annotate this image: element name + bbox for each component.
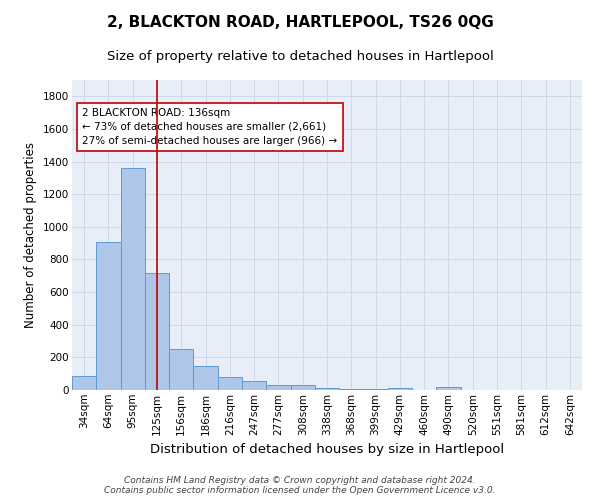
Bar — [169, 349, 193, 390]
Text: Size of property relative to detached houses in Hartlepool: Size of property relative to detached ho… — [107, 50, 493, 63]
Text: 2, BLACKTON ROAD, HARTLEPOOL, TS26 0QG: 2, BLACKTON ROAD, HARTLEPOOL, TS26 0QG — [107, 15, 493, 30]
Bar — [96, 242, 121, 390]
Bar — [218, 376, 242, 390]
Bar — [145, 274, 169, 390]
X-axis label: Distribution of detached houses by size in Hartlepool: Distribution of detached houses by size … — [150, 443, 504, 456]
Bar — [72, 376, 96, 390]
Bar — [290, 386, 315, 390]
Text: Contains HM Land Registry data © Crown copyright and database right 2024.: Contains HM Land Registry data © Crown c… — [124, 476, 476, 485]
Bar — [364, 389, 388, 390]
Bar — [339, 388, 364, 390]
Bar — [242, 381, 266, 390]
Bar — [266, 386, 290, 390]
Bar — [193, 366, 218, 390]
Bar — [315, 388, 339, 390]
Y-axis label: Number of detached properties: Number of detached properties — [25, 142, 37, 328]
Bar — [436, 386, 461, 390]
Text: 2 BLACKTON ROAD: 136sqm
← 73% of detached houses are smaller (2,661)
27% of semi: 2 BLACKTON ROAD: 136sqm ← 73% of detache… — [82, 108, 337, 146]
Bar — [388, 388, 412, 390]
Bar — [121, 168, 145, 390]
Text: Contains public sector information licensed under the Open Government Licence v3: Contains public sector information licen… — [104, 486, 496, 495]
